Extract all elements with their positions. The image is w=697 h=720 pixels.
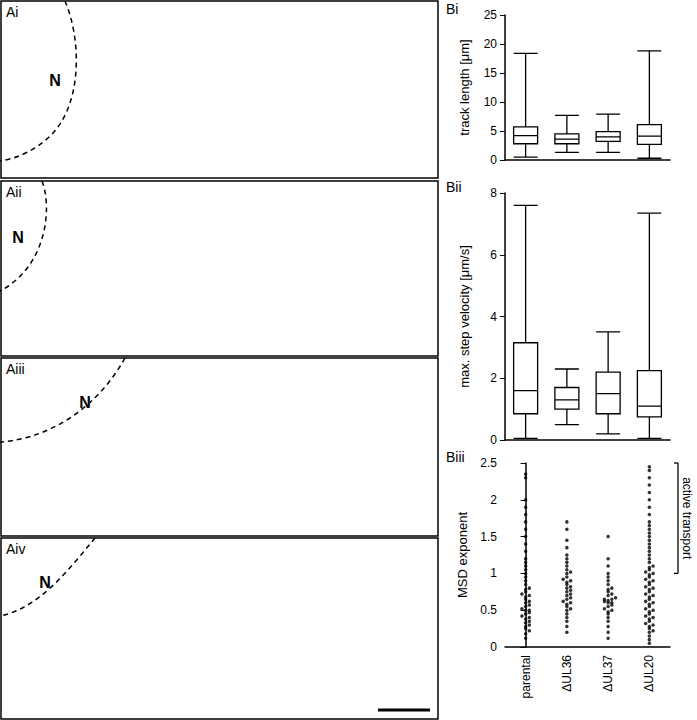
svg-text:1.5: 1.5 (480, 530, 497, 544)
svg-text:2: 2 (490, 371, 497, 385)
svg-text:10: 10 (484, 95, 498, 109)
svg-text:Aiv: Aiv (6, 541, 25, 557)
svg-text:max. step velocity [μm/s]: max. step velocity [μm/s] (457, 245, 472, 388)
svg-text:Bii: Bii (446, 179, 462, 195)
svg-text:15: 15 (484, 66, 498, 80)
svg-text:1: 1 (490, 566, 497, 580)
svg-text:0: 0 (490, 640, 497, 654)
svg-text:parental: parental (519, 655, 533, 698)
svg-text:N: N (49, 72, 61, 89)
svg-text:Ai: Ai (6, 4, 18, 20)
svg-text:5: 5 (490, 124, 497, 138)
svg-text:N: N (79, 394, 91, 411)
svg-text:25: 25 (484, 8, 498, 22)
svg-text:ΔUL36: ΔUL36 (560, 655, 574, 692)
svg-text:N: N (39, 574, 51, 591)
svg-text:Aiii: Aiii (6, 361, 25, 377)
svg-text:Aii: Aii (6, 184, 22, 200)
svg-text:0: 0 (490, 433, 497, 447)
svg-text:2.5: 2.5 (480, 456, 497, 470)
svg-text:20: 20 (484, 37, 498, 51)
svg-text:ΔUL20: ΔUL20 (642, 655, 656, 692)
svg-text:6: 6 (490, 248, 497, 262)
svg-text:8: 8 (490, 186, 497, 200)
svg-text:MSD exponent: MSD exponent (455, 512, 470, 598)
svg-text:track length [μm]: track length [μm] (457, 39, 472, 135)
svg-text:N: N (12, 229, 24, 246)
svg-text:Bi: Bi (446, 1, 458, 17)
svg-text:active transport: active transport (680, 477, 694, 560)
svg-text:4: 4 (490, 310, 497, 324)
svg-text:0.5: 0.5 (480, 603, 497, 617)
svg-text:Biii: Biii (446, 449, 465, 465)
svg-text:2: 2 (490, 493, 497, 507)
svg-text:ΔUL37: ΔUL37 (601, 655, 615, 692)
svg-text:0: 0 (490, 153, 497, 167)
